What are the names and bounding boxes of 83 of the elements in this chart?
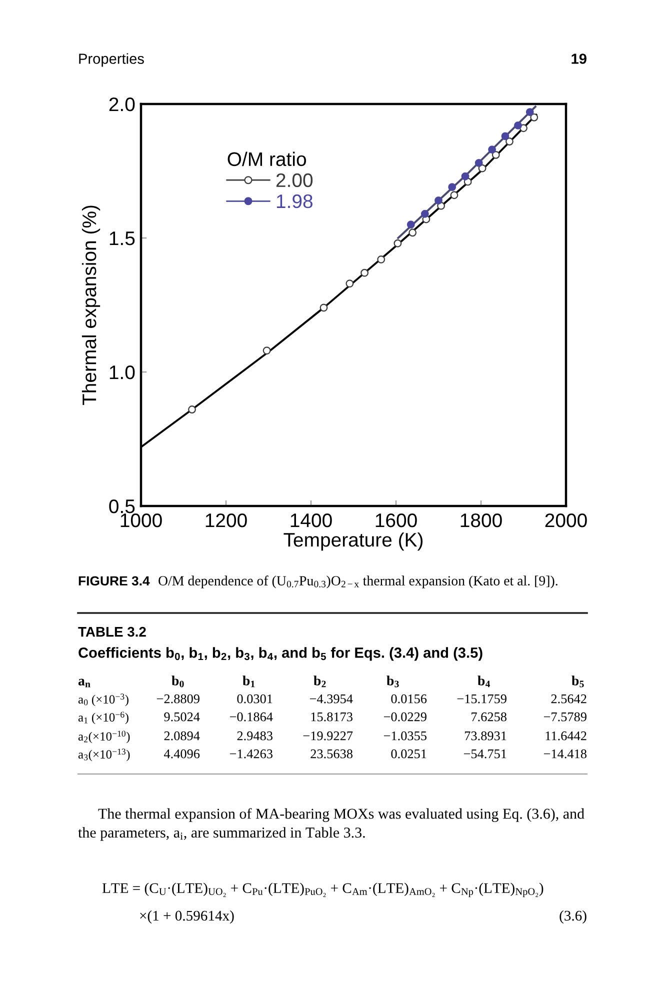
point	[506, 138, 514, 146]
text: −7.5789	[544, 712, 586, 722]
legend-title: O/M ratio	[228, 152, 306, 166]
text: −54.751	[464, 749, 506, 758]
text: b$_{4}$	[478, 676, 490, 688]
legend-label: 1.98	[276, 194, 312, 208]
text: −19.9227	[303, 731, 353, 740]
point	[434, 196, 442, 204]
text: −1.4263	[230, 749, 272, 758]
text: 23.5638	[310, 749, 352, 758]
caption: FIGURE 3.4	[78, 576, 150, 586]
point	[188, 406, 196, 414]
y-axis-title: Thermal expansion (%)	[82, 206, 100, 406]
text: The thermal expansion of MA-bearing MOXs was evaluated using Eq. (3.6), and	[98, 808, 584, 822]
text: 73.8931	[464, 731, 506, 740]
text: (3.6)	[560, 910, 586, 924]
point	[530, 113, 538, 122]
x-axis-title: Temperature (K)	[284, 532, 423, 551]
text: a$_{n}$	[78, 678, 90, 688]
y-tick-label: 2.0	[109, 97, 135, 112]
point	[514, 121, 522, 130]
y-tick-label: 1.0	[110, 365, 135, 380]
x-tick-label: 2000	[545, 513, 587, 528]
point	[492, 150, 500, 159]
text: Coefficients b$_{0}$, b$_{1}$, b$_{2}$, b$_{3}$, b$_{4}$, and b$_{5}$ for Eqs. (3.4) and (3.5)	[78, 647, 482, 661]
text: −14.418	[544, 749, 586, 758]
point	[262, 346, 271, 355]
point	[526, 108, 534, 116]
point	[501, 132, 510, 140]
text: the parameters, a$_{i}$, are summarized in Table 3.3.	[78, 827, 365, 841]
point	[420, 210, 429, 218]
y-tick-label: 0.5	[109, 499, 135, 514]
caption: TABLE 3.2	[78, 626, 146, 637]
text: b$_{1}$	[242, 676, 255, 688]
text: b$_{0}$	[172, 676, 184, 688]
text: LTE = (C$_{U}$·(LTE)$_{UO₂}$ + C$_{Pu}$·(LTE)$_{PuO₂}$ + C$_{Am}$·(LTE)$_{AmO₂}$ + C$_{Np}$·(LTE)$_{NpO₂}$)	[102, 882, 544, 898]
text: a$_{0}$ (×10$^{−3}$)	[78, 694, 128, 706]
text: −4.3954	[310, 694, 353, 704]
text: 4.4096	[164, 749, 200, 758]
point	[377, 255, 386, 264]
y-tick-label: 1.5	[110, 232, 135, 246]
text: −15.1759	[457, 694, 506, 704]
x-tick-label: 1200	[206, 513, 247, 528]
x-tick-label: 1400	[290, 513, 332, 528]
text: O/M dependence of (U$_{0.7}$Pu$_{0.3}$)O$_{2−x}$ thermal expansion (Kato et al. [9]).	[158, 576, 558, 588]
text: Properties	[79, 53, 144, 67]
text: −0.0229	[384, 712, 426, 722]
point	[408, 228, 417, 237]
text: 0.0301	[237, 694, 272, 704]
point	[346, 280, 354, 288]
point	[406, 220, 415, 229]
text: −2.8809	[156, 694, 200, 704]
text: ×(1 + 0.59614x)	[140, 910, 234, 924]
text: −1.0355	[384, 731, 426, 740]
text: −0.1864	[230, 712, 273, 722]
text: 7.6258	[472, 712, 506, 722]
text: b$_{5}$	[572, 676, 584, 688]
text: 2.9483	[237, 731, 272, 740]
point	[461, 172, 470, 180]
point	[448, 183, 456, 192]
text: a$_{3}$(×10$^{−13}$)	[78, 748, 130, 762]
text: b$_{2}$	[314, 676, 326, 688]
text: 15.8173	[311, 712, 352, 722]
text: 19	[572, 54, 586, 64]
text: 0.0251	[391, 749, 426, 758]
text: a$_{2}$(×10$^{−10}$)	[78, 730, 130, 744]
legend-label: 2.00	[276, 173, 313, 188]
point	[474, 159, 483, 167]
point	[450, 191, 458, 200]
point	[320, 304, 328, 312]
point	[360, 268, 369, 277]
text: 0.0156	[391, 694, 427, 704]
x-tick-label: 1000	[120, 513, 162, 528]
text: 9.5024	[164, 712, 200, 722]
text: 2.5642	[551, 694, 586, 704]
point	[488, 146, 496, 154]
text: 11.6442	[546, 731, 586, 740]
point	[394, 239, 402, 248]
text: b$_{3}$	[386, 676, 399, 688]
x-tick-label: 1600	[376, 513, 417, 528]
text: a$_{1}$ (×10$^{−6}$)	[78, 712, 128, 724]
text: 2.0894	[164, 731, 200, 740]
x-tick-label: 1800	[460, 513, 502, 528]
